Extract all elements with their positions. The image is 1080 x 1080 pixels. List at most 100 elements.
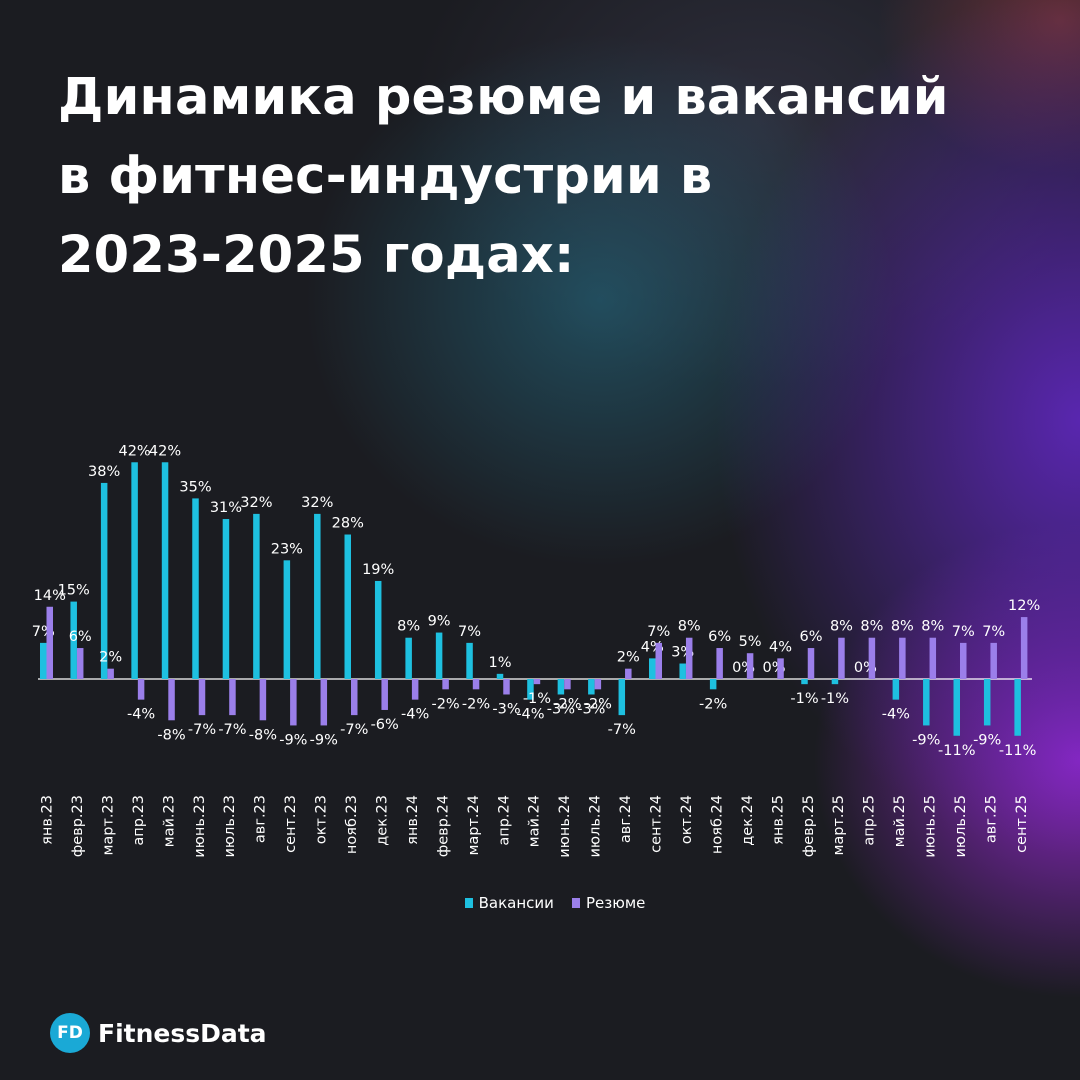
bar-vacancies: [405, 637, 412, 679]
data-label-resumes: -8%: [157, 727, 185, 743]
data-label-vacancies: -11%: [999, 743, 1036, 759]
category-label: сент.24: [649, 795, 665, 853]
bar-vacancies: [831, 679, 839, 685]
data-label-resumes: 12%: [1008, 598, 1040, 614]
bar-resumes: [472, 679, 480, 690]
bar-vacancies: [70, 601, 77, 679]
data-label-vacancies: -11%: [938, 743, 975, 759]
bar-resumes: [381, 679, 388, 710]
bar-resumes: [716, 648, 723, 679]
data-label-resumes: -7%: [218, 722, 246, 738]
bar-vacancies: [435, 632, 443, 679]
data-label-vacancies: 35%: [179, 479, 211, 495]
bar-vacancies: [679, 663, 686, 679]
legend-label-resumes: Резюме: [585, 894, 646, 912]
bar-vacancies: [344, 534, 351, 679]
data-label-resumes: 8%: [860, 619, 883, 635]
bar-resumes: [76, 648, 84, 679]
bar-vacancies: [314, 513, 321, 679]
page-title: Динамика резюме и вакансий в фитнес-инду…: [58, 68, 949, 285]
bar-resumes: [137, 679, 145, 700]
bar-resumes: [503, 679, 510, 695]
data-label-resumes: -1%: [523, 691, 551, 707]
category-label: апр.24: [496, 795, 512, 846]
bar-resumes: [868, 637, 876, 679]
bar-resumes: [777, 658, 784, 679]
data-label-vacancies: 42%: [118, 443, 150, 459]
category-label: янв.25: [770, 795, 786, 845]
bar-vacancies: [161, 462, 169, 679]
category-label: сент.23: [283, 795, 299, 853]
category-label: окт.24: [679, 795, 695, 844]
data-label-vacancies: 8%: [397, 619, 420, 635]
category-label: июнь.23: [192, 795, 208, 858]
bar-vacancies: [222, 519, 230, 679]
bar-resumes: [960, 642, 967, 679]
bar-vacancies: [100, 482, 108, 679]
data-label-resumes: 2%: [99, 650, 122, 666]
bar-vacancies: [618, 679, 626, 716]
bar-vacancies: [527, 679, 534, 700]
data-label-vacancies: 1%: [488, 655, 511, 671]
brand-badge-icon: FD: [50, 1013, 90, 1053]
category-label: авг.25: [983, 795, 999, 843]
legend-swatch-resumes: [571, 898, 580, 908]
brand-name: FitnessData: [98, 1018, 267, 1048]
data-label-resumes: -7%: [188, 722, 216, 738]
data-label-resumes: -2%: [584, 696, 612, 712]
bar-resumes: [1020, 617, 1028, 679]
data-label-resumes: -2%: [553, 696, 581, 712]
bar-resumes: [685, 637, 693, 679]
data-label-vacancies: -1%: [821, 691, 849, 707]
bar-resumes: [411, 679, 419, 700]
data-label-vacancies: 42%: [149, 443, 181, 459]
data-label-resumes: 8%: [830, 619, 853, 635]
bar-resumes: [168, 679, 175, 721]
data-label-vacancies: -4%: [882, 707, 910, 723]
data-label-resumes: 7%: [982, 624, 1005, 640]
bar-resumes: [564, 679, 571, 690]
bar-resumes: [320, 679, 328, 726]
bar-vacancies: [557, 679, 565, 695]
data-label-vacancies: 23%: [271, 541, 303, 557]
category-label: март.23: [100, 795, 116, 856]
category-label: дек.24: [740, 795, 756, 846]
bar-vacancies: [466, 642, 473, 679]
bar-resumes: [229, 679, 236, 716]
data-label-resumes: -3%: [492, 701, 520, 717]
bar-vacancies: [588, 679, 595, 695]
category-label: февр.23: [70, 795, 86, 857]
data-label-vacancies: -4%: [516, 707, 544, 723]
bar-vacancies: [801, 679, 808, 685]
bar-resumes: [442, 679, 449, 690]
chart-legend: Вакансии Резюме: [0, 894, 1080, 912]
bar-vacancies: [192, 498, 199, 679]
bar-vacancies: [649, 658, 656, 679]
category-label: июль.24: [588, 795, 604, 858]
legend-swatch-vacancies: [464, 898, 473, 908]
category-label: окт.23: [314, 795, 330, 844]
category-label: февр.25: [801, 795, 817, 857]
bar-resumes: [625, 668, 632, 679]
category-label: сент.25: [1014, 795, 1030, 853]
category-label: апр.25: [862, 795, 878, 846]
bar-vacancies: [374, 580, 382, 679]
data-label-resumes: 14%: [34, 588, 66, 604]
data-label-resumes: -4%: [127, 707, 155, 723]
category-label: июнь.25: [923, 795, 939, 858]
data-label-vacancies: -9%: [912, 732, 940, 748]
category-label: март.25: [831, 795, 847, 856]
category-label: янв.23: [40, 795, 56, 845]
bar-resumes: [46, 606, 53, 679]
data-label-vacancies: 9%: [428, 614, 451, 630]
bar-resumes: [351, 679, 358, 716]
bar-resumes: [929, 637, 937, 679]
bar-vacancies: [923, 679, 930, 726]
data-label-vacancies: 32%: [301, 495, 333, 511]
data-label-resumes: -9%: [279, 732, 307, 748]
data-label-resumes: -2%: [462, 696, 490, 712]
data-label-vacancies: 32%: [240, 495, 272, 511]
data-label-vacancies: -9%: [973, 732, 1001, 748]
